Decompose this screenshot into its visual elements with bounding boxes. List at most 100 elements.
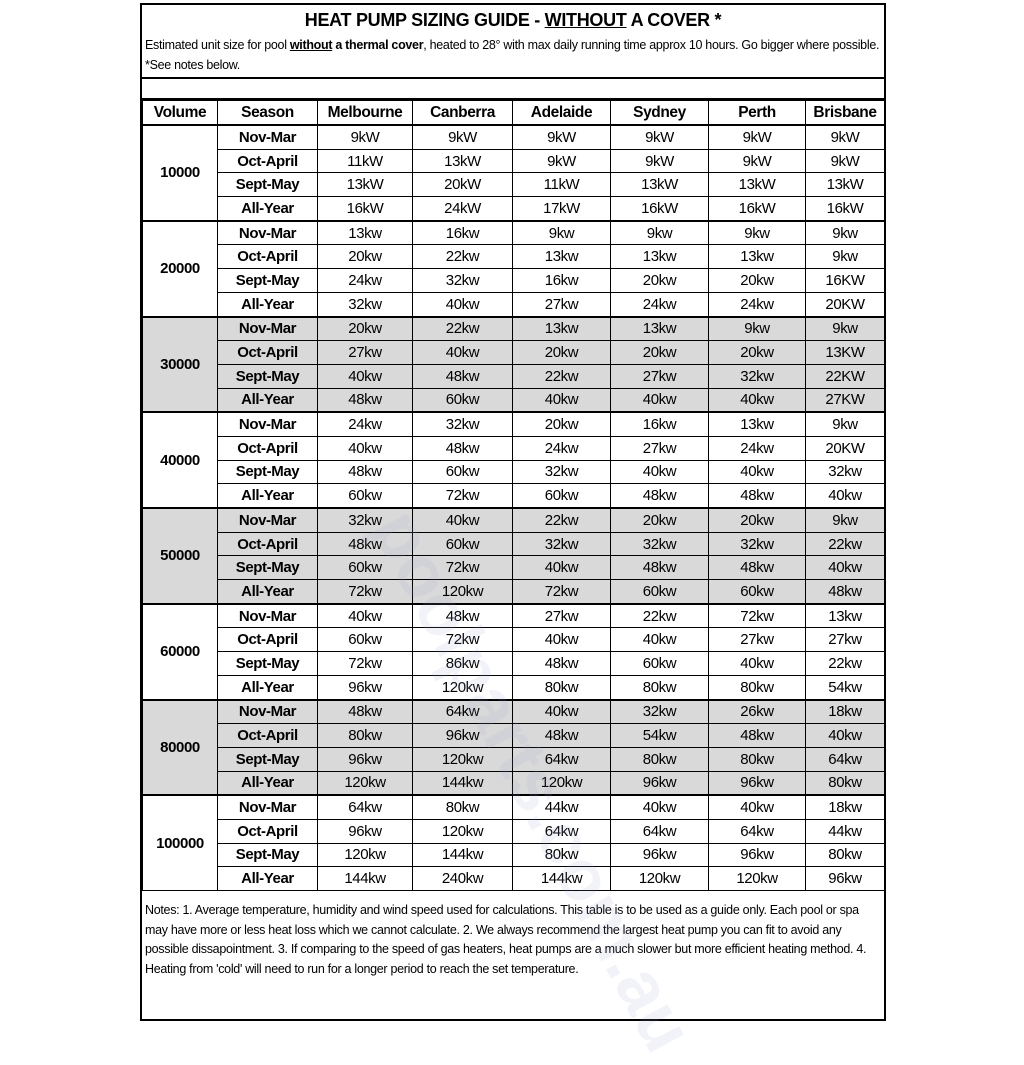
column-header: Canberra bbox=[412, 100, 513, 126]
kw-cell: 48kw bbox=[317, 698, 413, 725]
season-cell: All-Year bbox=[217, 291, 318, 318]
table-row: Sept-May 96kw 120kw 64kw 80kw 80kw 64kw bbox=[143, 746, 885, 772]
kw-cell: 80kw bbox=[512, 842, 611, 868]
table-row: Oct-April 20kw 22kw 13kw 13kw 13kw 9kw bbox=[143, 244, 885, 270]
kw-cell: 16kW bbox=[805, 196, 885, 222]
kw-cell: 24kw bbox=[708, 435, 806, 461]
table-row: 20000 Nov-Mar 13kw 16kw 9kw 9kw 9kw 9kw bbox=[142, 219, 885, 317]
kw-cell: 27kw bbox=[317, 340, 413, 365]
kw-cell: 24kw bbox=[317, 268, 413, 293]
kw-cell: 9kW bbox=[805, 148, 885, 174]
kw-cell: 120kw bbox=[512, 770, 611, 796]
table-row: All-Year 16kW 24kW 17kW 16kW 16kW 16kW bbox=[143, 196, 885, 222]
kw-cell: 48kw bbox=[708, 555, 806, 581]
table-row: 40000 Nov-Mar 24kw 32kw 20kw 16kw 13kw 9kw bbox=[142, 411, 885, 509]
kw-cell: 240kw bbox=[412, 866, 513, 891]
kw-cell: 17kW bbox=[512, 196, 611, 222]
kw-cell: 40kw bbox=[610, 387, 709, 413]
page-title: HEAT PUMP SIZING GUIDE - WITHOUT A COVER… bbox=[142, 5, 884, 35]
kw-cell: 13kW bbox=[805, 172, 885, 198]
volume-cell: 10000 bbox=[142, 124, 218, 222]
kw-cell: 22kw bbox=[512, 506, 611, 533]
kw-cell: 72kw bbox=[412, 555, 513, 581]
kw-cell: 120kw bbox=[412, 674, 513, 701]
column-header: Perth bbox=[708, 100, 806, 126]
kw-cell: 96kw bbox=[317, 674, 413, 701]
season-cell: Nov-Mar bbox=[217, 123, 318, 150]
kw-cell: 22kw bbox=[805, 531, 885, 557]
subtitle-underlined: without bbox=[289, 38, 333, 52]
kw-cell: 13kw bbox=[610, 244, 709, 270]
volume-cell: 50000 bbox=[142, 507, 218, 605]
kw-cell: 18kw bbox=[805, 794, 885, 820]
table-row: 50000 Nov-Mar 32kw 40kw 22kw 20kw 20kw 9kw bbox=[142, 506, 885, 605]
volume-cell: 80000 bbox=[142, 698, 218, 796]
kw-cell: 11kW bbox=[512, 172, 611, 198]
kw-cell: 13kw bbox=[512, 315, 611, 342]
table-row: 30000 Nov-Mar 20kw 22kw 13kw 13kw 9kw 9kw bbox=[142, 315, 885, 413]
season-cell: All-Year bbox=[217, 866, 318, 891]
table-row: Sept-May 120kw 144kw 80kw 96kw 96kw 80kw bbox=[143, 842, 885, 868]
kw-cell: 26kw bbox=[708, 698, 806, 725]
kw-cell: 48kw bbox=[317, 531, 413, 557]
table-row: Sept-May 60kw 72kw 40kw 48kw 48kw 40kw bbox=[143, 555, 885, 581]
season-cell: Sept-May bbox=[217, 363, 318, 389]
sizing-guide-document: HEAT PUMP SIZING GUIDE - WITHOUT A COVER… bbox=[140, 3, 886, 1065]
volume-cell: 100000 bbox=[142, 794, 218, 892]
kw-cell: 13kw bbox=[708, 244, 806, 270]
kw-cell: 144kw bbox=[412, 770, 513, 796]
kw-cell: 9kW bbox=[317, 123, 413, 150]
kw-cell: 120kw bbox=[317, 842, 413, 868]
kw-cell: 72kw bbox=[317, 651, 413, 676]
kw-cell: 32kw bbox=[317, 291, 413, 318]
table-row: Oct-April 48kw 60kw 32kw 32kw 32kw 22kw bbox=[143, 531, 885, 557]
kw-cell: 40kw bbox=[317, 435, 413, 461]
kw-cell: 144kw bbox=[317, 866, 413, 891]
kw-cell: 32kw bbox=[708, 531, 806, 557]
kw-cell: 20kw bbox=[610, 506, 709, 533]
kw-cell: 22kw bbox=[512, 363, 611, 389]
kw-cell: 20kW bbox=[412, 172, 513, 198]
kw-cell: 40kw bbox=[708, 794, 806, 820]
column-header: Melbourne bbox=[317, 100, 413, 126]
volume-cell: 60000 bbox=[142, 602, 218, 700]
kw-cell: 60kw bbox=[610, 579, 709, 605]
kw-cell: 96kw bbox=[412, 723, 513, 748]
kw-cell: 96kw bbox=[317, 746, 413, 772]
kw-cell: 40kw bbox=[317, 602, 413, 629]
season-cell: All-Year bbox=[217, 770, 318, 796]
kw-cell: 80kw bbox=[412, 794, 513, 820]
table-row: Sept-May 48kw 60kw 32kw 40kw 40kw 32kw bbox=[143, 459, 885, 485]
table-row: All-Year 96kw 120kw 80kw 80kw 80kw 54kw bbox=[143, 674, 885, 701]
title-prefix: HEAT PUMP SIZING GUIDE - bbox=[304, 10, 545, 30]
season-cell: Oct-April bbox=[217, 148, 318, 174]
season-cell: All-Year bbox=[217, 579, 318, 605]
kw-cell: 20kw bbox=[610, 340, 709, 365]
kw-cell: 9kW bbox=[610, 148, 709, 174]
kw-cell: 40kw bbox=[610, 459, 709, 485]
kw-cell: 48kw bbox=[708, 483, 806, 509]
volume-cell: 30000 bbox=[142, 315, 218, 413]
kw-cell: 48kw bbox=[412, 435, 513, 461]
kw-cell: 32kw bbox=[317, 506, 413, 533]
season-cell: Nov-Mar bbox=[217, 602, 318, 629]
kw-cell: 22kw bbox=[805, 651, 885, 676]
kw-cell: 16kW bbox=[610, 196, 709, 222]
season-cell: Oct-April bbox=[217, 723, 318, 748]
kw-cell: 13kw bbox=[708, 411, 806, 437]
table-header-row: Volume Season Melbourne Canberra Adelaide Syd… bbox=[142, 100, 885, 126]
kw-cell: 9kw bbox=[805, 219, 885, 246]
kw-cell: 13kw bbox=[317, 219, 413, 246]
kw-cell: 60kw bbox=[412, 387, 513, 413]
kw-cell: 40kw bbox=[708, 651, 806, 676]
season-cell: Nov-Mar bbox=[217, 698, 318, 725]
kw-cell: 120kw bbox=[317, 770, 413, 796]
kw-cell: 60kw bbox=[317, 627, 413, 653]
kw-cell: 9kw bbox=[805, 506, 885, 533]
kw-cell: 9kW bbox=[805, 123, 885, 150]
kw-cell: 60kw bbox=[317, 483, 413, 509]
kw-cell: 40kw bbox=[512, 387, 611, 413]
season-cell: Nov-Mar bbox=[217, 411, 318, 437]
table-row: Sept-May 24kw 32kw 16kw 20kw 20kw 16KW bbox=[143, 268, 885, 293]
kw-cell: 9kw bbox=[805, 315, 885, 342]
